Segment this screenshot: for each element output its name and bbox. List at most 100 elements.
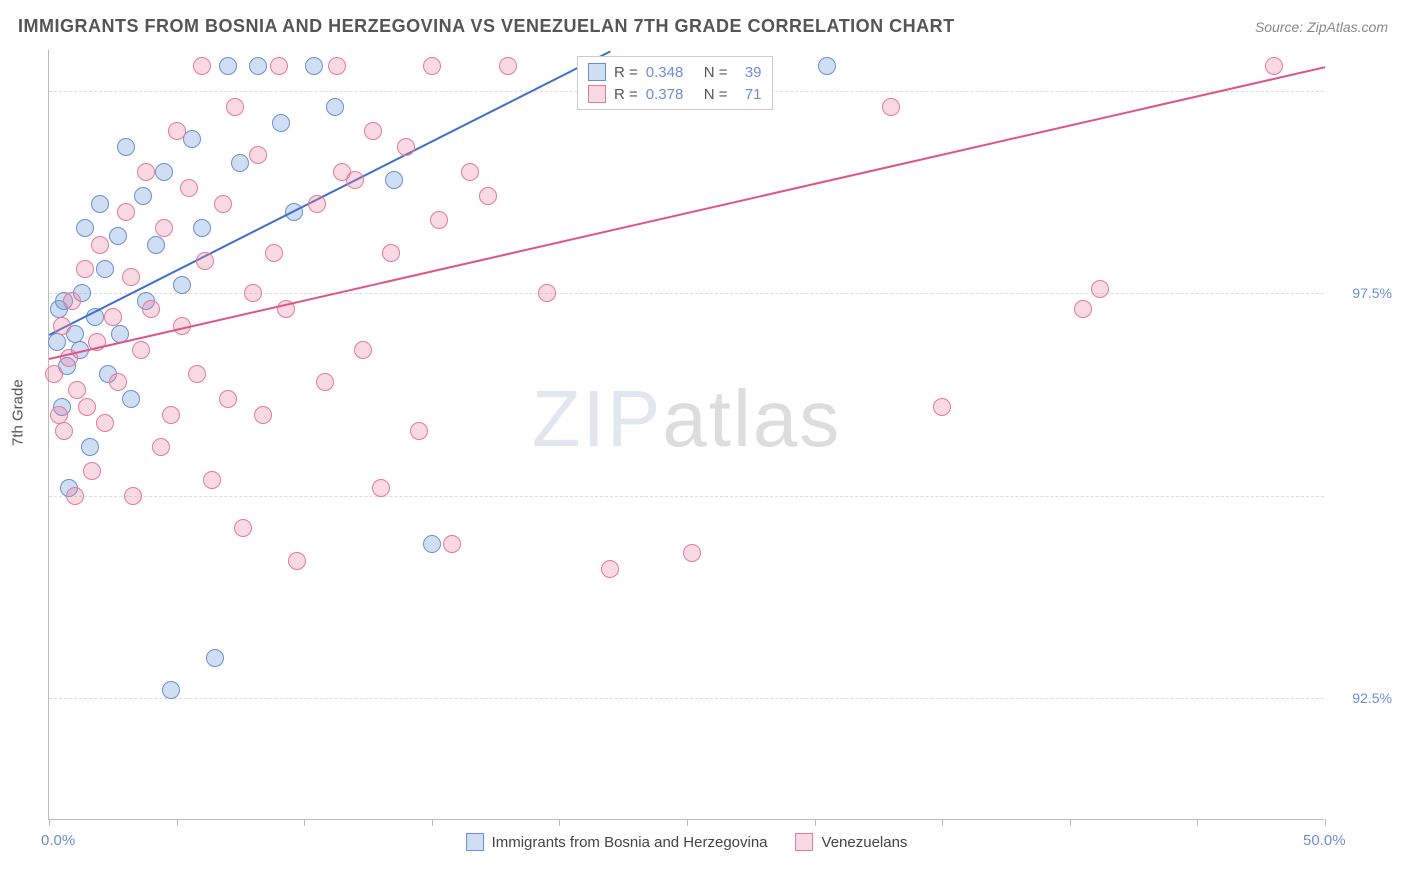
scatter-point [68,381,86,399]
scatter-point [134,187,152,205]
legend-label: Venezuelans [822,834,908,851]
scatter-point [1265,57,1283,75]
scatter-point [196,252,214,270]
watermark: ZIPatlas [532,373,841,465]
scatter-point [162,406,180,424]
scatter-point [254,406,272,424]
scatter-point [155,163,173,181]
x-tick [1070,819,1071,826]
scatter-point [308,195,326,213]
stat-r-value: 0.378 [646,86,696,103]
y-axis-title: 7th Grade [10,379,27,446]
scatter-point [461,163,479,181]
scatter-point [219,57,237,75]
scatter-point [193,57,211,75]
scatter-point [122,390,140,408]
stat-r-label: R = [614,86,638,103]
scatter-point [109,227,127,245]
x-tick [304,819,305,826]
scatter-point [152,438,170,456]
scatter-point [601,560,619,578]
scatter-point [479,187,497,205]
legend-stats: R =0.348N =39R =0.378N =71 [577,56,773,110]
scatter-point [423,535,441,553]
scatter-point [423,57,441,75]
scatter-point [173,276,191,294]
scatter-point [234,519,252,537]
stat-r-label: R = [614,64,638,81]
chart-title: IMMIGRANTS FROM BOSNIA AND HERZEGOVINA V… [18,16,955,37]
scatter-point [410,422,428,440]
scatter-point [66,487,84,505]
scatter-point [48,333,66,351]
scatter-point [206,649,224,667]
scatter-point [305,57,323,75]
scatter-point [443,535,461,553]
scatter-point [499,57,517,75]
scatter-point [63,292,81,310]
scatter-point [96,260,114,278]
scatter-point [372,479,390,497]
x-tick [687,819,688,826]
scatter-point [270,57,288,75]
gridline-h [49,293,1324,294]
scatter-point [193,219,211,237]
scatter-point [288,552,306,570]
scatter-point [117,203,135,221]
gridline-h [49,496,1324,497]
scatter-point [382,244,400,262]
stat-n-value: 39 [736,64,762,81]
legend-swatch [466,833,484,851]
legend-stat-row: R =0.378N =71 [578,83,772,105]
scatter-point [244,284,262,302]
legend-swatch [588,63,606,81]
x-tick [49,819,50,826]
scatter-point [231,154,249,172]
legend-swatch [796,833,814,851]
gridline-h [49,698,1324,699]
scatter-point [55,422,73,440]
scatter-point [354,341,372,359]
scatter-point [117,138,135,156]
scatter-point [91,195,109,213]
stat-n-label: N = [704,86,728,103]
x-tick-label: 50.0% [1303,832,1346,849]
scatter-point [249,57,267,75]
scatter-point [316,373,334,391]
scatter-point [104,308,122,326]
scatter-point [219,390,237,408]
scatter-point [214,195,232,213]
scatter-point [882,98,900,116]
x-tick [1325,819,1326,826]
x-tick [559,819,560,826]
x-tick [1197,819,1198,826]
scatter-point [91,236,109,254]
scatter-point [124,487,142,505]
scatter-point [96,414,114,432]
scatter-point [272,114,290,132]
scatter-point [1091,280,1109,298]
x-tick [432,819,433,826]
scatter-point [385,171,403,189]
scatter-point [76,260,94,278]
scatter-point [180,179,198,197]
x-tick [815,819,816,826]
y-tick-label: 92.5% [1352,690,1392,706]
scatter-point [132,341,150,359]
scatter-point [147,236,165,254]
scatter-point [265,244,283,262]
scatter-point [183,130,201,148]
chart-header: IMMIGRANTS FROM BOSNIA AND HERZEGOVINA V… [18,16,1388,37]
scatter-point [109,373,127,391]
scatter-point [53,317,71,335]
stat-n-label: N = [704,64,728,81]
scatter-point [188,365,206,383]
scatter-point [538,284,556,302]
scatter-point [326,98,344,116]
scatter-point [83,462,101,480]
scatter-point [78,398,96,416]
scatter-point [81,438,99,456]
source-label: Source: ZipAtlas.com [1255,19,1388,35]
legend-label: Immigrants from Bosnia and Herzegovina [492,834,768,851]
scatter-point [226,98,244,116]
